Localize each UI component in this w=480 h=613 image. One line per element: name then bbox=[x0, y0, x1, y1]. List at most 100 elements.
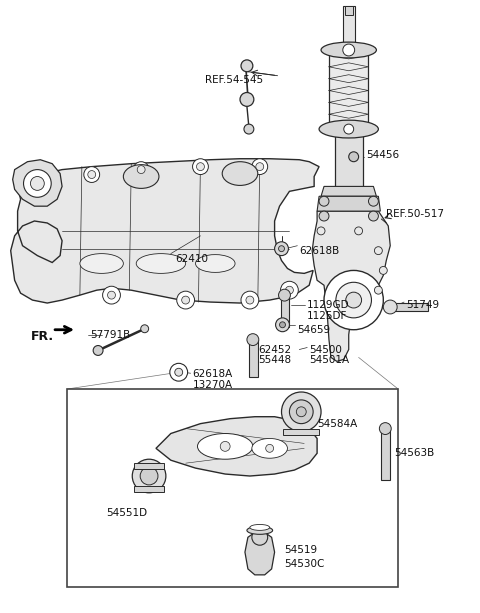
Bar bbox=[134, 463, 164, 469]
Text: 13270A: 13270A bbox=[192, 380, 233, 390]
Bar bbox=[280, 295, 289, 327]
Ellipse shape bbox=[321, 42, 376, 58]
Circle shape bbox=[241, 291, 259, 309]
Circle shape bbox=[349, 152, 359, 162]
Circle shape bbox=[24, 170, 51, 197]
Text: 54519: 54519 bbox=[285, 545, 318, 555]
Ellipse shape bbox=[195, 254, 235, 272]
Circle shape bbox=[369, 196, 378, 206]
Text: 1125DF: 1125DF bbox=[307, 311, 348, 321]
Circle shape bbox=[296, 407, 306, 417]
Text: 1129GD: 1129GD bbox=[307, 300, 350, 310]
Bar bbox=[67, 389, 398, 587]
Ellipse shape bbox=[319, 120, 378, 138]
Circle shape bbox=[88, 170, 96, 178]
Text: 57791B: 57791B bbox=[90, 330, 130, 340]
Circle shape bbox=[346, 292, 361, 308]
Ellipse shape bbox=[247, 527, 273, 535]
Circle shape bbox=[343, 44, 355, 56]
Bar bbox=[390, 303, 428, 311]
Circle shape bbox=[252, 530, 268, 545]
Text: 54551D: 54551D bbox=[107, 508, 148, 517]
Circle shape bbox=[324, 270, 384, 330]
Circle shape bbox=[182, 296, 190, 304]
Bar bbox=[343, 6, 355, 50]
Circle shape bbox=[344, 124, 354, 134]
Circle shape bbox=[241, 60, 253, 72]
Circle shape bbox=[317, 227, 325, 235]
Circle shape bbox=[278, 246, 285, 252]
Circle shape bbox=[319, 196, 329, 206]
Circle shape bbox=[103, 286, 120, 304]
Circle shape bbox=[84, 167, 100, 183]
Circle shape bbox=[93, 346, 103, 356]
Circle shape bbox=[384, 300, 397, 314]
Polygon shape bbox=[156, 417, 317, 476]
Circle shape bbox=[355, 227, 362, 235]
Circle shape bbox=[244, 124, 254, 134]
Polygon shape bbox=[11, 159, 319, 303]
Text: 54563B: 54563B bbox=[394, 448, 434, 459]
Circle shape bbox=[30, 177, 44, 191]
Text: REF.54-545: REF.54-545 bbox=[205, 75, 264, 85]
Bar bbox=[329, 50, 369, 129]
Circle shape bbox=[286, 286, 293, 294]
Ellipse shape bbox=[197, 433, 253, 459]
Polygon shape bbox=[321, 186, 376, 196]
Bar bbox=[249, 340, 258, 377]
Ellipse shape bbox=[222, 162, 258, 185]
Text: 54530C: 54530C bbox=[285, 559, 325, 569]
Circle shape bbox=[133, 162, 149, 178]
Circle shape bbox=[132, 459, 166, 493]
Circle shape bbox=[369, 211, 378, 221]
Polygon shape bbox=[245, 532, 275, 575]
Circle shape bbox=[175, 368, 183, 376]
Ellipse shape bbox=[136, 254, 186, 273]
Circle shape bbox=[252, 159, 268, 175]
Circle shape bbox=[220, 441, 230, 451]
Circle shape bbox=[196, 162, 204, 170]
Circle shape bbox=[275, 242, 288, 256]
Circle shape bbox=[170, 364, 188, 381]
Text: 54500: 54500 bbox=[309, 345, 342, 354]
Bar bbox=[335, 129, 362, 193]
Ellipse shape bbox=[250, 525, 270, 530]
Bar bbox=[381, 428, 390, 480]
Circle shape bbox=[256, 162, 264, 170]
Circle shape bbox=[108, 291, 116, 299]
Circle shape bbox=[379, 422, 391, 435]
Bar bbox=[134, 486, 164, 492]
Text: 62618B: 62618B bbox=[300, 246, 339, 256]
Circle shape bbox=[280, 281, 298, 299]
Circle shape bbox=[240, 93, 254, 106]
Ellipse shape bbox=[123, 165, 159, 188]
Circle shape bbox=[247, 333, 259, 346]
Circle shape bbox=[140, 467, 158, 485]
Text: 62410: 62410 bbox=[175, 254, 208, 264]
Text: REF.50-517: REF.50-517 bbox=[386, 209, 444, 219]
Text: 54501A: 54501A bbox=[309, 356, 349, 365]
Bar bbox=[284, 428, 319, 435]
Polygon shape bbox=[12, 160, 62, 206]
Text: 62618A: 62618A bbox=[192, 369, 233, 379]
Circle shape bbox=[266, 444, 274, 452]
Circle shape bbox=[374, 286, 383, 294]
Circle shape bbox=[281, 392, 321, 432]
Circle shape bbox=[276, 318, 289, 332]
Circle shape bbox=[289, 400, 313, 424]
Circle shape bbox=[192, 159, 208, 175]
Text: FR.: FR. bbox=[30, 330, 54, 343]
Circle shape bbox=[141, 325, 149, 333]
Circle shape bbox=[137, 166, 145, 173]
Text: 55448: 55448 bbox=[258, 356, 291, 365]
Text: 51749: 51749 bbox=[406, 300, 439, 310]
Circle shape bbox=[379, 267, 387, 275]
Text: 54584A: 54584A bbox=[317, 419, 357, 428]
Circle shape bbox=[279, 322, 286, 328]
Circle shape bbox=[278, 289, 290, 301]
Circle shape bbox=[177, 291, 194, 309]
Text: 54659: 54659 bbox=[297, 325, 330, 335]
Ellipse shape bbox=[80, 254, 123, 273]
Text: 54456: 54456 bbox=[367, 150, 400, 160]
Bar bbox=[345, 6, 353, 15]
